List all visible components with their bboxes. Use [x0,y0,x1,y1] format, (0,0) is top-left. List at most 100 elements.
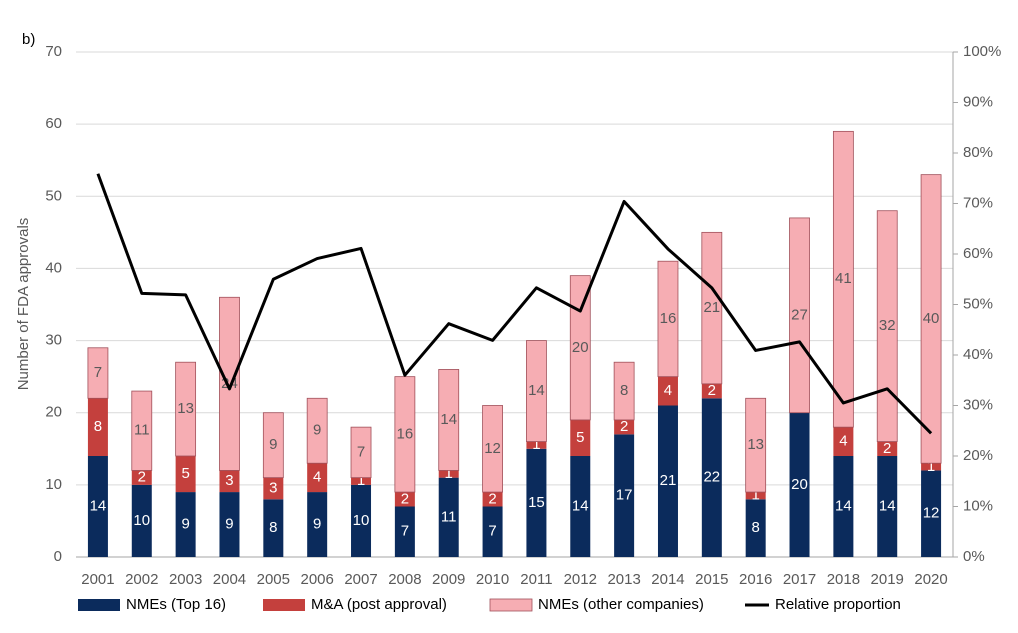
y2-tick-label: 0% [963,548,985,565]
bar [921,463,942,471]
y-tick-label: 50 [45,187,62,204]
x-tick-label: 2011 [520,571,552,588]
legend-label: Relative proportion [775,596,901,613]
y-tick-label: 30 [45,332,62,349]
bar [175,361,197,457]
bar [351,477,372,485]
bar [263,499,284,557]
data-label: 9 [181,516,189,533]
y2-tick-label: 10% [963,497,993,514]
data-label: 14 [835,497,852,514]
legend-label: NMEs (Top 16) [126,596,226,613]
bar [877,456,898,557]
data-label: 1 [927,458,935,475]
y-tick-label: 70 [45,43,62,60]
data-label: 14 [440,411,457,428]
data-label: 27 [791,306,808,323]
data-label: 5 [576,429,584,446]
data-label: 12 [923,505,940,522]
data-label: 2 [708,382,716,399]
bar [438,470,459,478]
data-label: 7 [94,364,102,381]
bar [833,456,854,557]
y2-tick-label: 60% [963,245,993,262]
proportion-line [96,173,933,435]
data-label: 8 [269,519,277,536]
bar [657,376,678,406]
data-label: 9 [225,516,233,533]
data-label: 41 [835,270,852,287]
x-tick-label: 2012 [564,571,597,588]
data-label: 17 [616,487,633,504]
data-label: 1 [445,465,453,482]
data-label: 4 [839,433,847,450]
bar [87,398,108,456]
data-label: 11 [441,508,457,525]
x-tick-label: 2016 [739,571,772,588]
bar [614,419,635,435]
bar [570,456,591,557]
y2-tick-label: 100% [963,43,1001,60]
y-tick-label: 10 [45,476,62,493]
data-label: 20 [572,339,589,356]
data-label: 2 [488,490,496,507]
y-tick-label: 20 [45,404,62,421]
x-tick-label: 2001 [81,571,114,588]
y2-tick-label: 30% [963,396,993,413]
y-tick-label: 40 [45,259,62,276]
y2-tick-label: 90% [963,93,993,110]
data-label: 12 [484,440,501,457]
bar [351,484,372,557]
data-label: 32 [879,317,896,334]
bar [876,210,898,442]
bar [394,492,415,507]
x-tick-label: 2017 [783,571,816,588]
data-label: 16 [660,310,677,327]
x-tick-label: 2003 [169,571,202,588]
bar [219,470,240,493]
data-label: 40 [923,310,940,327]
y2-tick-label: 80% [963,144,993,161]
data-label: 1 [532,436,540,453]
bar [263,477,284,500]
bar [569,275,591,421]
y-axis-title: Number of FDA approvals [15,218,32,391]
data-label: 16 [397,425,414,442]
data-label: 11 [134,422,150,439]
data-label: 14 [572,497,589,514]
data-label: 13 [747,436,764,453]
x-tick-label: 2014 [651,571,684,588]
bar [87,347,109,399]
bar [832,130,854,428]
data-label: 14 [879,497,896,514]
y2-tick-label: 70% [963,194,993,211]
x-tick-label: 2010 [476,571,509,588]
bar [175,492,196,557]
bar [745,499,766,557]
legend-label: M&A (post approval) [311,596,447,613]
y2-tick-label: 50% [963,295,993,312]
x-tick-label: 2013 [607,571,640,588]
bar [657,260,679,378]
y2-tick-label: 20% [963,447,993,464]
bar [877,441,898,456]
data-label: 14 [90,497,107,514]
data-label: 15 [528,494,545,511]
data-label: 10 [133,512,150,529]
legend-swatch [78,599,120,611]
data-label: 14 [528,382,545,399]
bar [175,456,196,493]
bar [833,427,854,456]
bar [438,369,460,471]
data-label: 13 [177,400,194,417]
y2-tick-label: 40% [963,346,993,363]
x-tick-label: 2002 [125,571,158,588]
legend-swatch [489,598,533,612]
bar [87,456,108,557]
bar [307,492,328,557]
data-label: 2 [620,418,628,435]
data-label: 21 [660,472,677,489]
data-label: 8 [620,382,628,399]
data-label: 1 [357,472,365,489]
bar [920,174,942,464]
